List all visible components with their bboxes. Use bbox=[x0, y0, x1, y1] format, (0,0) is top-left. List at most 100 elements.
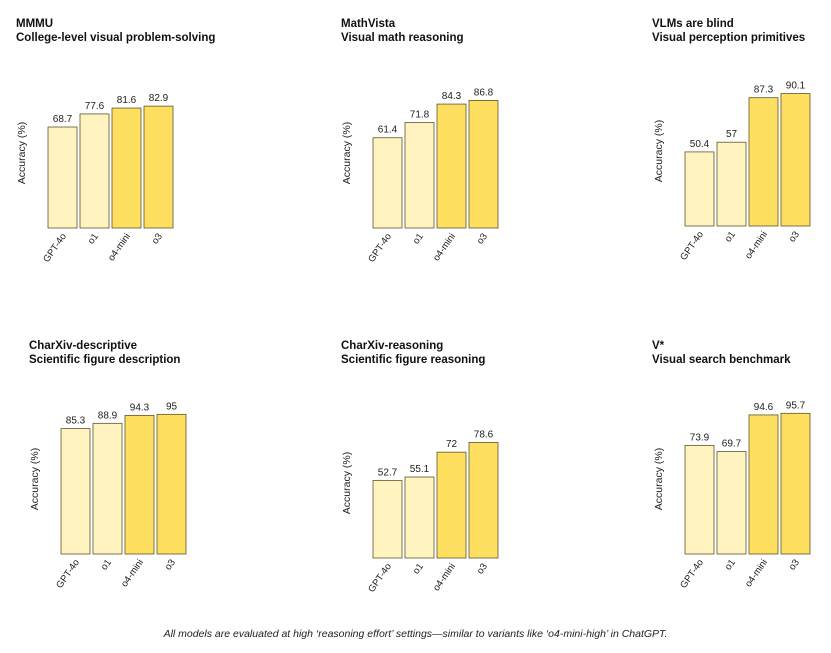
data-label: 90.1 bbox=[786, 81, 806, 92]
data-label: 81.6 bbox=[117, 95, 137, 106]
data-label: 86.8 bbox=[474, 87, 494, 98]
x-tick-label: GPT-4o bbox=[678, 229, 706, 262]
data-label: 77.6 bbox=[85, 101, 105, 112]
bar-o4-mini bbox=[748, 414, 779, 555]
bar-o1 bbox=[404, 122, 435, 229]
bar-o1 bbox=[716, 451, 747, 555]
bar-GPT-4o bbox=[47, 126, 78, 229]
x-tick-label: o4-mini bbox=[106, 231, 133, 263]
bar-o3 bbox=[156, 413, 187, 555]
bar-o4-mini bbox=[124, 414, 155, 555]
x-tick-label: GPT-4o bbox=[54, 557, 82, 590]
chart-title: VLMs are blind bbox=[652, 18, 734, 30]
bar-GPT-4o bbox=[372, 137, 403, 229]
chart-subtitle: Scientific figure description bbox=[29, 354, 181, 366]
chart-title: MathVista bbox=[341, 18, 396, 30]
bar-o1 bbox=[404, 476, 435, 559]
data-label: 68.7 bbox=[53, 114, 73, 125]
bar-o4-mini bbox=[748, 97, 779, 227]
chart-panel-mathvista: MathVista Visual math reasoning Accuracy… bbox=[277, 0, 554, 320]
x-tick-label: o1 bbox=[723, 229, 738, 244]
chart-subtitle: Visual search benchmark bbox=[652, 354, 791, 366]
x-tick-label: o3 bbox=[163, 557, 178, 572]
bar-o4-mini bbox=[111, 107, 142, 229]
data-label: 95 bbox=[166, 401, 178, 412]
x-tick-label: o1 bbox=[86, 231, 101, 246]
data-label: 52.7 bbox=[378, 468, 398, 479]
data-label: 57 bbox=[726, 129, 738, 140]
data-label: 78.6 bbox=[474, 429, 494, 440]
x-tick-label: o4-mini bbox=[743, 229, 770, 261]
bar-o4-mini bbox=[436, 451, 467, 559]
bar-GPT-4o bbox=[684, 151, 715, 227]
bar-chart-v-star: Accuracy (%) 73.9 GPT-4o 69.7 o1 94.6 o4-mini 9… bbox=[653, 400, 811, 591]
bar-o3 bbox=[780, 93, 811, 227]
chart-title: CharXiv-descriptive bbox=[29, 340, 138, 352]
data-label: 50.4 bbox=[690, 139, 710, 150]
data-label: 95.7 bbox=[786, 400, 806, 411]
bar-o3 bbox=[468, 100, 499, 229]
bar-chart-mmmu: Accuracy (%) 68.7 GPT-4o 77.6 o1 81.6 o4-mini 8… bbox=[16, 93, 174, 265]
x-tick-label: o4-mini bbox=[743, 557, 770, 589]
chart-subtitle: College-level visual problem-solving bbox=[16, 32, 216, 44]
x-tick-label: o1 bbox=[99, 557, 114, 572]
data-label: 82.9 bbox=[149, 93, 169, 104]
bar-chart-charxiv-reasoning: Accuracy (%) 52.7 GPT-4o 55.1 o1 72 o4-mini 78.… bbox=[341, 429, 499, 595]
chart-panel-charxiv-descriptive: CharXiv-descriptive Scientific figure de… bbox=[0, 320, 277, 620]
chart-panel-mmmu: MMMU College-level visual problem-solvin… bbox=[0, 0, 277, 320]
chart-subtitle: Visual math reasoning bbox=[341, 32, 464, 44]
x-tick-label: o3 bbox=[150, 231, 165, 246]
data-label: 55.1 bbox=[410, 464, 430, 475]
x-tick-label: o4-mini bbox=[431, 561, 458, 593]
y-axis-label: Accuracy (%) bbox=[16, 122, 28, 184]
chart-panel-v-star: V* Visual search benchmark Accuracy (%) 7… bbox=[554, 320, 831, 620]
x-tick-label: o1 bbox=[411, 561, 426, 576]
y-axis-label: Accuracy (%) bbox=[341, 122, 353, 184]
x-tick-label: o1 bbox=[723, 557, 738, 572]
bar-o3 bbox=[780, 412, 811, 555]
data-label: 71.8 bbox=[410, 109, 430, 120]
bar-GPT-4o bbox=[60, 428, 91, 555]
chart-subtitle: Visual perception primitives bbox=[652, 32, 806, 44]
x-tick-label: GPT-4o bbox=[366, 231, 394, 264]
x-tick-label: o3 bbox=[475, 561, 490, 576]
chart-title: MMMU bbox=[16, 18, 54, 30]
chart-panel-vlms-are-blind: VLMs are blind Visual perception primiti… bbox=[554, 0, 831, 320]
data-label: 94.6 bbox=[754, 402, 774, 413]
x-tick-label: GPT-4o bbox=[678, 557, 706, 590]
x-tick-label: o3 bbox=[787, 557, 802, 572]
bar-o3 bbox=[143, 105, 174, 229]
data-label: 69.7 bbox=[722, 439, 742, 450]
x-tick-label: o1 bbox=[411, 231, 426, 246]
footnote: All models are evaluated at high ‘reason… bbox=[163, 628, 668, 640]
data-label: 88.9 bbox=[98, 410, 118, 421]
data-label: 84.3 bbox=[442, 91, 462, 102]
bar-chart-vlms-are-blind: Accuracy (%) 50.4 GPT-4o 57 o1 87.3 o4-mini 90.… bbox=[653, 81, 811, 263]
data-label: 73.9 bbox=[690, 432, 710, 443]
y-axis-label: Accuracy (%) bbox=[653, 448, 665, 510]
y-axis-label: Accuracy (%) bbox=[341, 452, 353, 514]
x-tick-label: o4-mini bbox=[431, 231, 458, 263]
data-label: 85.3 bbox=[66, 416, 86, 427]
bar-o4-mini bbox=[436, 103, 467, 229]
data-label: 72 bbox=[446, 439, 458, 450]
chart-panel-charxiv-reasoning: CharXiv-reasoning Scientific figure reas… bbox=[277, 320, 554, 620]
data-label: 61.4 bbox=[378, 125, 398, 136]
bar-o1 bbox=[92, 422, 123, 555]
y-axis-label: Accuracy (%) bbox=[653, 120, 665, 182]
bar-o1 bbox=[79, 113, 110, 229]
bar-GPT-4o bbox=[372, 480, 403, 559]
data-label: 87.3 bbox=[754, 85, 774, 96]
bar-chart-mathvista: Accuracy (%) 61.4 GPT-4o 71.8 o1 84.3 o4-mini 8… bbox=[341, 87, 499, 265]
bar-GPT-4o bbox=[684, 444, 715, 555]
chart-title: V* bbox=[652, 340, 665, 352]
chart-title: CharXiv-reasoning bbox=[341, 340, 444, 352]
x-tick-label: GPT-4o bbox=[41, 231, 69, 264]
x-tick-label: o4-mini bbox=[119, 557, 146, 589]
x-tick-label: o3 bbox=[475, 231, 490, 246]
x-tick-label: GPT-4o bbox=[366, 561, 394, 594]
bar-chart-charxiv-descriptive: Accuracy (%) 85.3 GPT-4o 88.9 o1 94.3 o4-mini 9… bbox=[29, 401, 187, 591]
x-tick-label: o3 bbox=[787, 229, 802, 244]
chart-subtitle: Scientific figure reasoning bbox=[341, 354, 486, 366]
y-axis-label: Accuracy (%) bbox=[29, 448, 41, 510]
